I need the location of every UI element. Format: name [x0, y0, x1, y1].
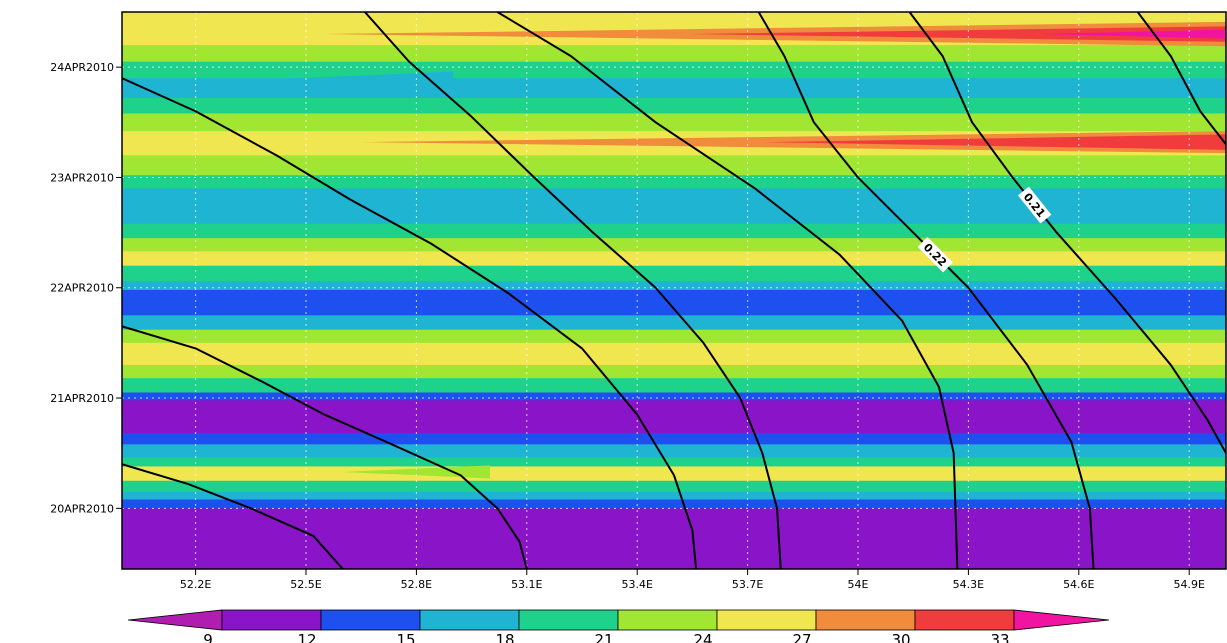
contour-label-background — [917, 236, 953, 273]
x-tick-label: 54.9E — [1173, 578, 1204, 591]
x-tick-label: 53.1E — [511, 578, 542, 591]
contours: 0.220.21 — [122, 12, 1226, 569]
plot-frame — [121, 11, 1227, 570]
heatmap-tongue — [692, 26, 1226, 42]
heatmap-band — [122, 392, 1226, 401]
x-tick-label: 52.5E — [290, 578, 321, 591]
contour-line — [908, 12, 1226, 454]
colorbar-label: 21 — [594, 631, 613, 643]
heatmap-band — [122, 329, 1226, 344]
colorbar-label: 30 — [891, 631, 910, 643]
heatmap-band — [122, 364, 1226, 379]
heatmap-tongue — [1042, 29, 1226, 39]
y-tick-label: 23APR2010 — [50, 171, 114, 184]
heatmap-tongue — [250, 71, 454, 90]
contour-line — [122, 325, 528, 569]
heatmap-tongues — [250, 21, 1226, 479]
heatmap-band — [122, 480, 1226, 493]
heatmap-band — [122, 45, 1226, 63]
heatmap-band — [122, 238, 1226, 252]
heatmap-band — [122, 315, 1226, 331]
colorbar-segment — [221, 609, 322, 631]
colorbar-segment — [320, 609, 421, 631]
heatmap-band — [122, 265, 1226, 282]
colorbar-segment — [716, 609, 817, 631]
x-tick-label: 54E — [848, 578, 869, 591]
heatmap-tongue — [342, 465, 490, 479]
contour-line — [122, 463, 344, 569]
heatmap-band — [122, 113, 1226, 132]
y-tick-label: 22APR2010 — [50, 282, 114, 295]
heatmap-band — [122, 491, 1226, 501]
heatmap-band — [122, 378, 1226, 394]
colorbar-segment — [914, 609, 1015, 631]
grid — [122, 12, 1226, 569]
colorbar-label: 33 — [990, 631, 1009, 643]
y-tick-label: 21APR2010 — [50, 392, 114, 405]
y-tick-label: 20APR2010 — [50, 502, 114, 515]
colorbar-segment — [815, 609, 916, 631]
x-tick-label: 53.7E — [732, 578, 763, 591]
heatmap-band — [122, 98, 1226, 115]
colorbar-segment-min — [127, 609, 223, 631]
heatmap-band — [122, 289, 1226, 316]
colorbar-label: 24 — [693, 631, 712, 643]
contour-label-background — [1017, 186, 1052, 224]
colorbar-label: 9 — [203, 631, 213, 643]
heatmap-band — [122, 457, 1226, 468]
heatmap-tongue — [766, 134, 1226, 150]
x-tick-label: 52.8E — [401, 578, 432, 591]
x-tick-label: 52.2E — [180, 578, 211, 591]
contour-line — [1136, 12, 1226, 145]
heatmap-band — [122, 223, 1226, 239]
heatmap-band — [122, 188, 1226, 225]
colorbar-label: 12 — [297, 631, 316, 643]
x-tick-label: 53.4E — [621, 578, 652, 591]
heatmap-band — [122, 342, 1226, 366]
heatmap-band — [122, 175, 1226, 190]
heatmap-band — [122, 499, 1226, 509]
colorbar: 9 12 15 18 21 24 27 30 33 — [127, 609, 1110, 643]
contour-line — [496, 12, 959, 569]
y-axis: 20APR2010 21APR2010 22APR2010 23APR2010 24AP… — [50, 61, 122, 515]
heatmap-band — [122, 61, 1226, 79]
x-tick-label: 54.3E — [953, 578, 984, 591]
y-tick-label: 24APR2010 — [50, 61, 114, 74]
heatmap-band — [122, 155, 1226, 176]
heatmap-band — [122, 281, 1226, 291]
x-axis: 52.2E 52.5E 52.8E 53.1E 53.4E 53.7E 54E 54.3E 54… — [180, 569, 1205, 591]
heatmap-band — [122, 433, 1226, 445]
colorbar-label: 27 — [792, 631, 811, 643]
heatmap-bands — [122, 12, 1226, 569]
heatmap-band — [122, 251, 1226, 267]
colorbar-segment — [518, 609, 619, 631]
colorbar-segment — [419, 609, 520, 631]
colorbar-segment — [617, 609, 718, 631]
contour-line — [364, 12, 782, 569]
x-tick-label: 54.6E — [1063, 578, 1094, 591]
heatmap-band — [122, 508, 1226, 569]
heatmap-band — [122, 444, 1226, 459]
colorbar-label: 18 — [495, 631, 514, 643]
colorbar-label: 15 — [396, 631, 415, 643]
colorbar-segment-max — [1013, 609, 1110, 631]
heatmap-band — [122, 400, 1226, 434]
contour-line — [122, 77, 698, 569]
